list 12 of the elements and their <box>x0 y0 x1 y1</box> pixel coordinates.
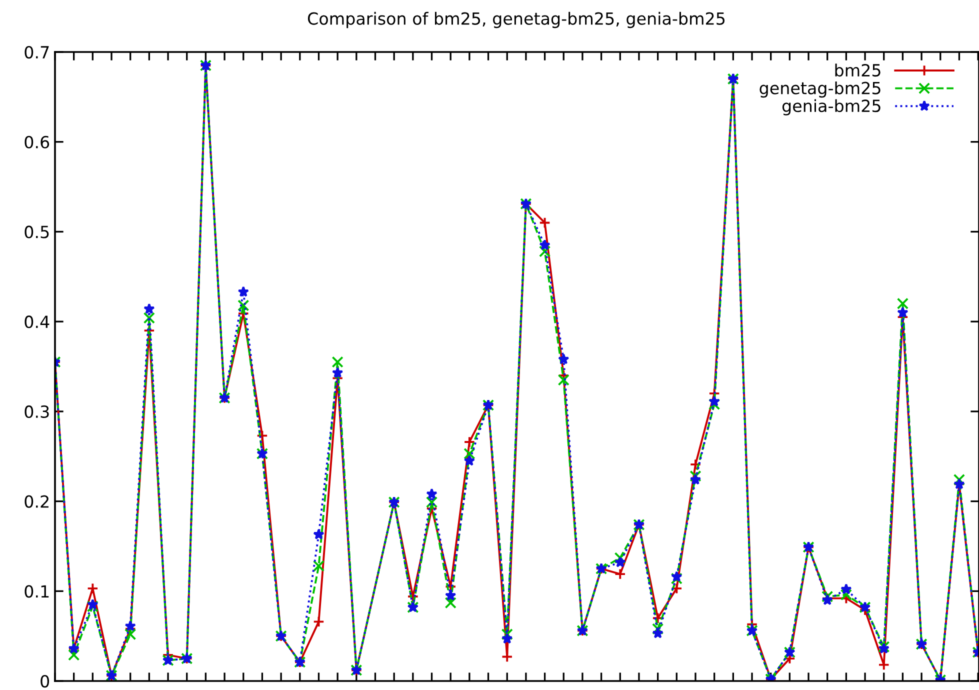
y-tick-label: 0.7 <box>24 46 49 59</box>
y-tick-label: 0 <box>40 674 50 688</box>
y-tick-label: 0.1 <box>24 585 49 598</box>
legend-label: genia-bm25 <box>782 99 880 116</box>
y-tick-label: 0.5 <box>24 226 49 238</box>
legend-label: genetag-bm25 <box>760 81 880 98</box>
y-tick-label: 0.4 <box>24 316 50 328</box>
chart-title: Comparison of bm25, genetag-bm25, genia-bm25 <box>308 12 725 28</box>
y-tick-label: 0.3 <box>24 405 49 418</box>
legend-label: bm25 <box>835 64 880 77</box>
y-tick-label: 0.6 <box>24 136 50 148</box>
y-tick-label: 0.2 <box>24 495 48 508</box>
